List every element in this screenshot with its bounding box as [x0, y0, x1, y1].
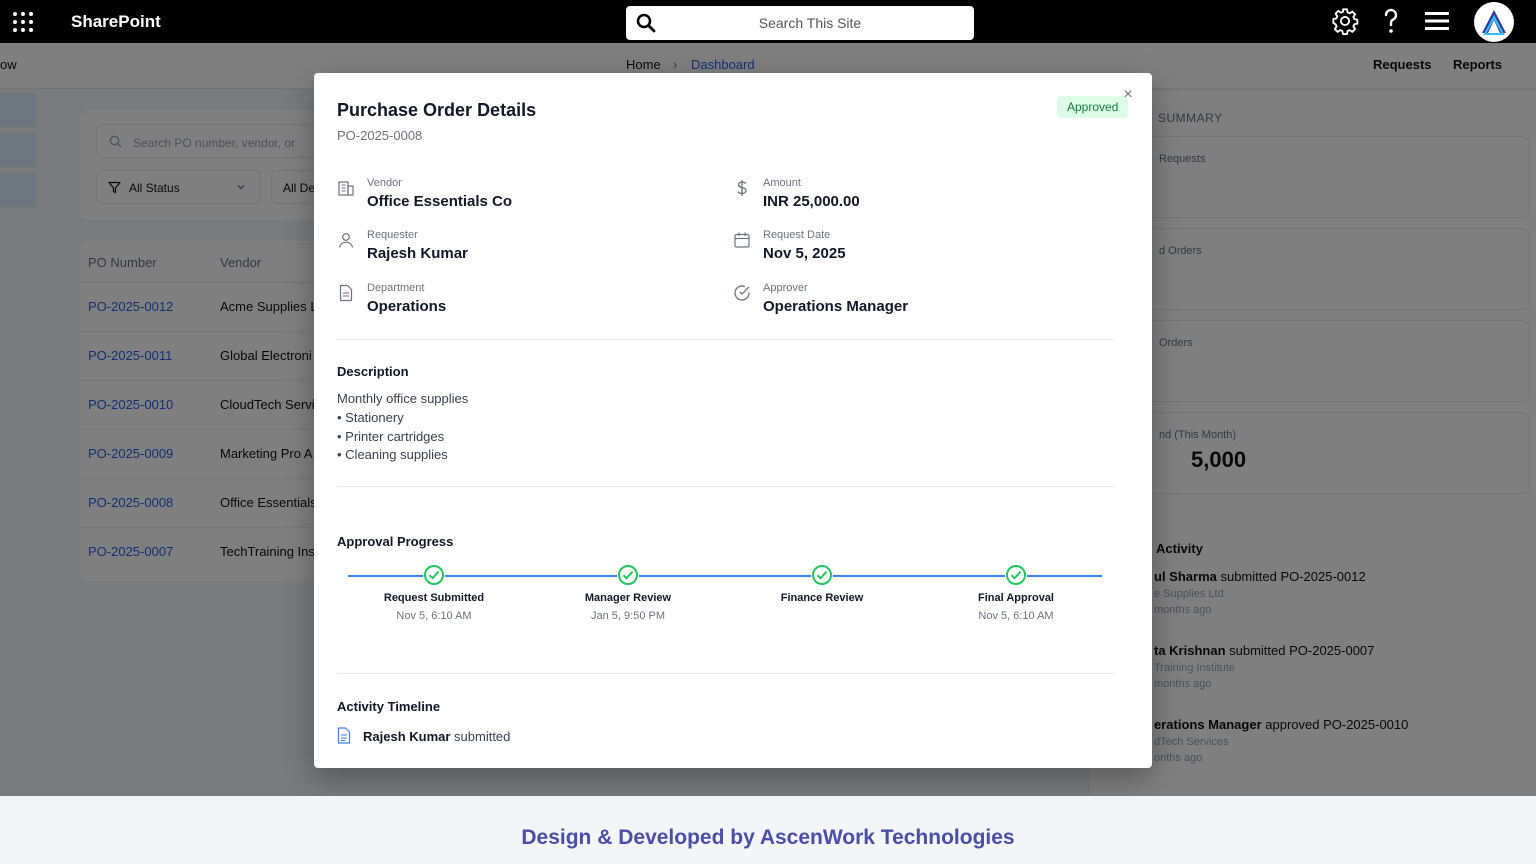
amount-value: INR 25,000.00 [763, 193, 860, 210]
approval-step: Finance Review [742, 564, 902, 610]
approval-step-time: Nov 5, 6:10 AM [396, 610, 472, 622]
divider [337, 673, 1114, 674]
description-line: • Printer cartridges [337, 429, 445, 444]
avatar[interactable] [1474, 2, 1514, 42]
description-line: Monthly office supplies [337, 391, 469, 406]
amount-field: Amount INR 25,000.00 [733, 177, 1093, 219]
approval-step-label: Manager Review [584, 592, 672, 604]
check-circle-icon [1005, 564, 1027, 586]
document-icon [337, 727, 351, 747]
amount-label: Amount [763, 177, 801, 189]
help-icon[interactable] [1376, 6, 1406, 36]
timeline-actor: Rajesh Kumar [363, 729, 451, 744]
gear-icon[interactable] [1330, 6, 1360, 36]
divider [337, 339, 1114, 340]
approval-step-label: Request Submitted [383, 592, 485, 604]
po-number: PO-2025-0008 [337, 128, 423, 143]
app-title[interactable]: SharePoint [71, 12, 161, 31]
department-label: Department [367, 282, 425, 294]
description-line: • Cleaning supplies [337, 447, 448, 462]
app-launcher-icon[interactable] [12, 11, 34, 33]
check-circle-icon [617, 564, 639, 586]
document-icon [337, 284, 355, 302]
approval-progress-track [348, 575, 1102, 577]
approver-value: Operations Manager [763, 298, 909, 315]
requester-value: Rajesh Kumar [367, 245, 468, 262]
user-icon [337, 231, 355, 249]
building-icon [337, 179, 355, 197]
approver-label: Approver [763, 282, 808, 294]
description-line: • Stationery [337, 410, 404, 425]
check-circle-icon [733, 284, 751, 302]
check-circle-icon [423, 564, 445, 586]
department-value: Operations [367, 298, 447, 315]
approval-step: Manager Review Jan 5, 9:50 PM [548, 564, 708, 622]
footer: Design & Developed by AscenWork Technolo… [0, 796, 1536, 864]
requester-label: Requester [367, 229, 418, 241]
calendar-icon [733, 231, 751, 249]
vendor-label: Vendor [367, 177, 402, 189]
divider [337, 486, 1114, 487]
approval-step: Request Submitted Nov 5, 6:10 AM [354, 564, 514, 622]
modal-title: Purchase Order Details [337, 100, 537, 120]
menu-icon[interactable] [1422, 6, 1452, 36]
requester-field: Requester Rajesh Kumar [337, 229, 697, 271]
approval-step-time: Nov 5, 6:10 AM [978, 610, 1054, 622]
vendor-value: Office Essentials Co [367, 193, 513, 210]
approval-step-time: Jan 5, 9:50 PM [591, 610, 665, 622]
department-field: Department Operations [337, 282, 697, 324]
site-search-input[interactable] [626, 6, 974, 40]
approver-field: Approver Operations Manager [733, 282, 1093, 324]
footer-credit: Design & Developed by AscenWork Technolo… [521, 826, 1015, 849]
site-search[interactable] [626, 6, 974, 40]
approval-progress-title: Approval Progress [337, 534, 454, 549]
status-badge: Approved [1057, 96, 1129, 118]
check-circle-icon [811, 564, 833, 586]
description-title: Description [337, 364, 409, 379]
request-date-value: Nov 5, 2025 [763, 245, 846, 262]
approval-step-label: Finance Review [780, 592, 864, 604]
purchase-order-modal: Purchase Order Details PO-2025-0008 Appr… [314, 73, 1152, 768]
dollar-icon [733, 179, 751, 197]
request-date-field: Request Date Nov 5, 2025 [733, 229, 1093, 271]
request-date-label: Request Date [763, 229, 831, 241]
approval-step: Final Approval Nov 5, 6:10 AM [936, 564, 1096, 622]
close-icon[interactable]: × [1123, 86, 1133, 103]
timeline-action: submitted [450, 729, 511, 744]
suite-bar: SharePoint [0, 0, 1536, 43]
approval-step-label: Final Approval [978, 592, 1054, 604]
vendor-field: Vendor Office Essentials Co [337, 177, 697, 219]
activity-timeline-title: Activity Timeline [337, 699, 441, 714]
search-icon [636, 13, 656, 38]
